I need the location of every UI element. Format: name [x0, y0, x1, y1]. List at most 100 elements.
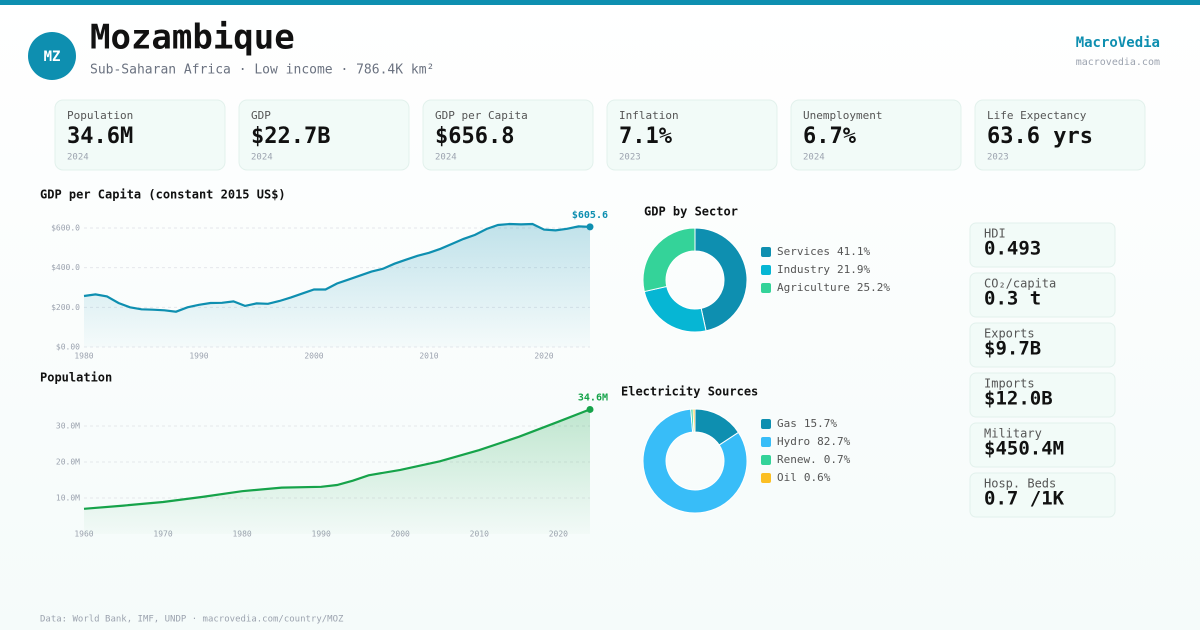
kpi-value: 34.6M	[67, 124, 133, 149]
chart-title: Electricity Sources	[621, 385, 758, 399]
initials: MZ	[44, 49, 61, 65]
x-tick-label: 1990	[189, 352, 208, 361]
country-title: Mozambique	[90, 18, 295, 58]
y-tick-label: $200.0	[51, 303, 80, 312]
legend-entry: Agriculture 25.2%	[777, 281, 890, 294]
kpi-card	[54, 99, 226, 171]
stat-card	[969, 372, 1116, 418]
end-point	[586, 223, 594, 231]
kpi-label: Inflation	[619, 109, 679, 122]
area	[84, 409, 590, 534]
y-tick-label: $0.00	[56, 343, 80, 352]
legend-value: 15.7%	[804, 417, 837, 430]
legend-entry: Services 41.1%	[777, 245, 870, 258]
kpi-year: 2023	[619, 153, 641, 163]
y-tick-label: $600.0	[51, 224, 80, 233]
legend-swatch	[761, 437, 771, 447]
legend-name: Agriculture	[777, 281, 850, 294]
site: macrovedia.com	[1076, 57, 1160, 68]
stat-card	[969, 472, 1116, 518]
top-bar	[0, 0, 1200, 5]
legend-swatch	[761, 455, 771, 465]
stat-label: HDI	[984, 227, 1006, 241]
donut-slice	[692, 408, 696, 433]
stat-label: Military	[984, 427, 1042, 441]
legend-name: Oil	[777, 471, 797, 484]
stat-card	[969, 222, 1116, 268]
kpi-label: Life Expectancy	[987, 109, 1087, 122]
badge	[28, 32, 76, 80]
y-tick-label: $400.0	[51, 263, 80, 272]
kpi-value: 63.6 yrs	[987, 124, 1093, 149]
y-tick-label: 30.0M	[56, 422, 80, 431]
kpi-card	[238, 99, 410, 171]
donut-slice	[642, 408, 748, 514]
kpi-year: 2023	[987, 153, 1009, 163]
stat-card	[969, 422, 1116, 468]
line	[83, 408, 591, 510]
stat-label: Hosp. Beds	[984, 477, 1056, 491]
legend-value: 41.1%	[837, 245, 870, 258]
stat-card	[969, 272, 1116, 318]
area	[84, 224, 590, 347]
legend-value: 82.7%	[817, 435, 850, 448]
legend-swatch	[761, 283, 771, 293]
stat-value: $12.0B	[984, 388, 1053, 410]
chart-title: GDP by Sector	[644, 205, 738, 219]
kpi-card	[422, 99, 594, 171]
legend-value: 25.2%	[857, 281, 890, 294]
legend-swatch	[761, 247, 771, 257]
kpi-year: 2024	[251, 153, 273, 163]
line	[83, 222, 591, 313]
end-label: 34.6M	[578, 392, 608, 403]
y-tick-label: 10.0M	[56, 494, 80, 503]
legend-entry: Gas 15.7%	[777, 417, 837, 430]
kpi-label: Unemployment	[803, 109, 882, 122]
kpi-value: 7.1%	[619, 124, 673, 149]
kpi-value: $22.7B	[251, 124, 330, 149]
stat-label: Exports	[984, 327, 1035, 341]
kpi-value: $656.8	[435, 124, 514, 149]
legend-name: Hydro	[777, 435, 810, 448]
x-tick-label: 2010	[419, 352, 438, 361]
stat-value: $9.7B	[984, 338, 1041, 360]
kpi-label: GDP	[251, 109, 271, 122]
legend-swatch	[761, 419, 771, 429]
y-tick-label: 20.0M	[56, 458, 80, 467]
kpi-card	[790, 99, 962, 171]
legend-name: Gas	[777, 417, 797, 430]
donut-slice	[694, 227, 748, 332]
legend-name: Renew.	[777, 453, 817, 466]
end-point	[586, 405, 594, 413]
donut-slice	[642, 227, 696, 293]
footer: Data: World Bank, IMF, UNDP · macrovedia…	[40, 615, 344, 625]
kpi-label: Population	[67, 109, 133, 122]
brand: MacroVedia	[1076, 35, 1160, 51]
stat-value: 0.3 t	[984, 288, 1041, 310]
stat-value: $450.4M	[984, 438, 1064, 460]
stat-card	[969, 322, 1116, 368]
legend-swatch	[761, 473, 771, 483]
kpi-year: 2024	[435, 153, 457, 163]
x-tick-label: 2020	[534, 352, 553, 361]
legend-entry: Industry 21.9%	[777, 263, 870, 276]
legend-value: 0.7%	[824, 453, 851, 466]
legend-name: Services	[777, 245, 830, 258]
legend-value: 21.9%	[837, 263, 870, 276]
stat-value: 0.7 /1K	[984, 488, 1065, 510]
subtitle: Sub-Saharan Africa · Low income · 786.4K…	[90, 63, 434, 78]
legend-swatch	[761, 265, 771, 275]
chart-title: Population	[40, 371, 112, 385]
stat-value: 0.493	[984, 238, 1041, 260]
stat-label: CO₂/capita	[984, 277, 1056, 291]
end-label: $605.6	[572, 210, 608, 221]
kpi-year: 2024	[803, 153, 825, 163]
legend-entry: Hydro 82.7%	[777, 435, 851, 448]
kpi-year: 2024	[67, 153, 89, 163]
kpi-label: GDP per Capita	[435, 109, 528, 122]
kpi-card	[606, 99, 778, 171]
legend-entry: Oil 0.6%	[777, 471, 831, 484]
chart-title: GDP per Capita (constant 2015 US$)	[40, 188, 286, 202]
